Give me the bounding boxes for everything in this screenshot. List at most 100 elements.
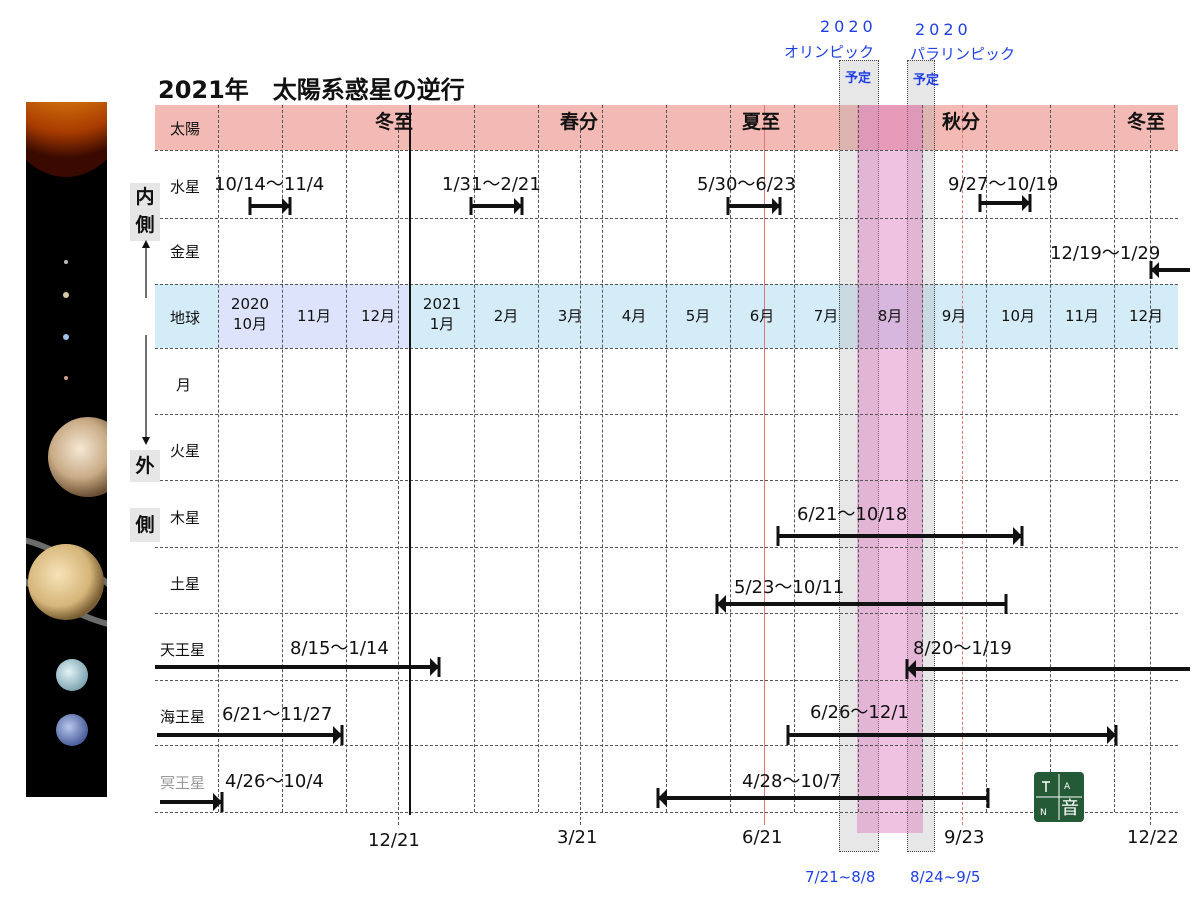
retrograde-bar-jupiter-1 [776,526,1024,546]
inner-planets-label: 内 側 [130,183,160,241]
month-cell: 2月 [493,307,519,325]
retrograde-label-mercury-1: 10/14〜11/4 [214,174,325,195]
olympics-name: オリンピック [784,43,875,61]
month-separator [218,105,219,812]
retrograde-label-pluto-1: 4/26〜10/4 [225,771,324,792]
spring-equinox-dotted-line [580,125,581,825]
retrograde-label-uranus-1: 8/15〜1/14 [290,638,389,659]
row-label-saturn: 土星 [170,575,201,593]
month-separator [986,105,987,812]
month-cell: 2020 10月 [230,295,270,333]
row-label-mars: 火星 [170,442,201,460]
month-separator [1050,105,1051,812]
retrograde-label-venus-1: 12/19〜1/29 [1050,243,1161,264]
month-cell: 8月 [877,307,903,325]
month-separator [922,105,923,812]
earth-image-icon [63,334,69,340]
logo-glyph: 音 [1061,798,1079,819]
autumn-equinox-line [962,105,963,825]
planet-image-strip [26,102,107,797]
retrograde-bar-pluto-2 [656,788,990,808]
row-label-earth: 地球 [170,309,201,327]
outer-label-char-2: 側 [135,514,155,536]
month-cell: 12月 [1128,307,1164,325]
retrograde-bar-pluto-1 [160,792,224,812]
winter-solstice-dotted-line-2 [1150,125,1151,825]
retrograde-label-neptune-2: 6/26〜12/1 [810,702,909,723]
month-separator [346,105,347,812]
retrograde-bar-venus-1 [1149,261,1190,279]
season-label-winter-solstice-2: 冬至 [1127,111,1166,133]
bottom-date-autumn-equinox: 9/23 [944,827,985,848]
venus-image-icon [63,292,69,298]
retrograde-label-uranus-2: 8/20〜1/19 [913,638,1012,659]
retrograde-bar-uranus-2 [905,659,1190,679]
retrograde-label-mercury-4: 9/27〜10/19 [948,174,1059,195]
month-cell: 4月 [621,307,647,325]
neptune-image-icon [56,714,88,746]
bottom-date-winter-solstice-2: 12/22 [1127,827,1179,848]
retrograde-bar-mercury-1 [248,197,292,215]
row-label-moon: 月 [176,376,192,394]
row-label-pluto: 冥王星 [160,774,206,792]
paralympics-name: パラリンピック [910,45,1016,63]
retrograde-bar-uranus-1 [155,657,441,677]
outer-planets-label-2: 側 [130,508,160,542]
outer-planets-label-1: 外 [130,450,160,482]
month-cell: 2021 1月 [422,295,462,333]
month-separator [730,105,731,812]
arrow-up-icon [142,240,150,298]
season-label-spring-equinox: 春分 [560,111,599,133]
month-separator [602,105,603,812]
retrograde-bar-mercury-3 [726,197,782,215]
retrograde-label-mercury-3: 5/30〜6/23 [697,174,796,195]
bottom-date-summer-solstice: 6/21 [742,827,783,848]
outer-label-char-1: 外 [135,455,155,477]
month-separator [858,105,859,812]
month-cell: 12月 [360,307,396,325]
between-games-highlight [857,105,923,833]
mars-image-icon [64,376,68,380]
retrograde-label-saturn-1: 5/23〜10/11 [734,577,845,598]
retrograde-bar-neptune-1 [157,725,344,745]
inner-label-char-1: 内 [135,186,155,208]
retrograde-label-pluto-2: 4/28〜10/7 [742,771,841,792]
row-label-mercury: 水星 [170,178,201,196]
inner-label-char-2: 側 [135,214,155,236]
saturn-image-icon [26,534,107,630]
row-label-neptune: 海王星 [160,708,206,726]
month-cell: 11月 [1064,307,1100,325]
bottom-date-winter-solstice: 12/21 [368,830,420,851]
olympics-year: 2020 [820,17,877,36]
row-label-sun: 太陽 [170,120,201,138]
month-cell: 6月 [749,307,775,325]
mercury-image-icon [64,260,68,264]
paralympics-period-box [907,60,935,852]
page-title: 2021年 太陽系惑星の逆行 [158,76,465,104]
jupiter-image-icon [48,417,107,497]
row-label-jupiter: 木星 [170,509,201,527]
paralympics-year: 2020 [915,20,972,39]
winter-solstice-dotted-line [398,125,399,825]
month-separator [282,105,283,812]
paralympics-planned: 予定 [913,73,940,88]
retrograde-bar-mercury-4 [978,194,1032,212]
arrow-down-icon [142,335,150,445]
bottom-date-spring-equinox: 3/21 [557,827,598,848]
retrograde-label-jupiter-1: 6/21〜10/18 [797,504,908,525]
month-separator [666,105,667,812]
retrograde-label-mercury-2: 1/31〜2/21 [442,174,541,195]
retrograde-label-neptune-1: 6/21〜11/27 [222,704,333,725]
retrograde-bar-saturn-1 [715,594,1008,614]
uranus-image-icon [56,659,88,691]
month-separator [794,105,795,812]
earth-band-2020 [218,284,408,348]
olympics-range: 7/21~8/8 [805,868,876,886]
month-cell: 3月 [557,307,583,325]
olympics-period-box [839,60,879,852]
retrograde-bar-mercury-2 [469,197,524,215]
month-separator [474,105,475,812]
logo-letter-a: A [1064,782,1071,792]
month-cell: 10月 [1000,307,1036,325]
month-cell: 9月 [941,307,967,325]
